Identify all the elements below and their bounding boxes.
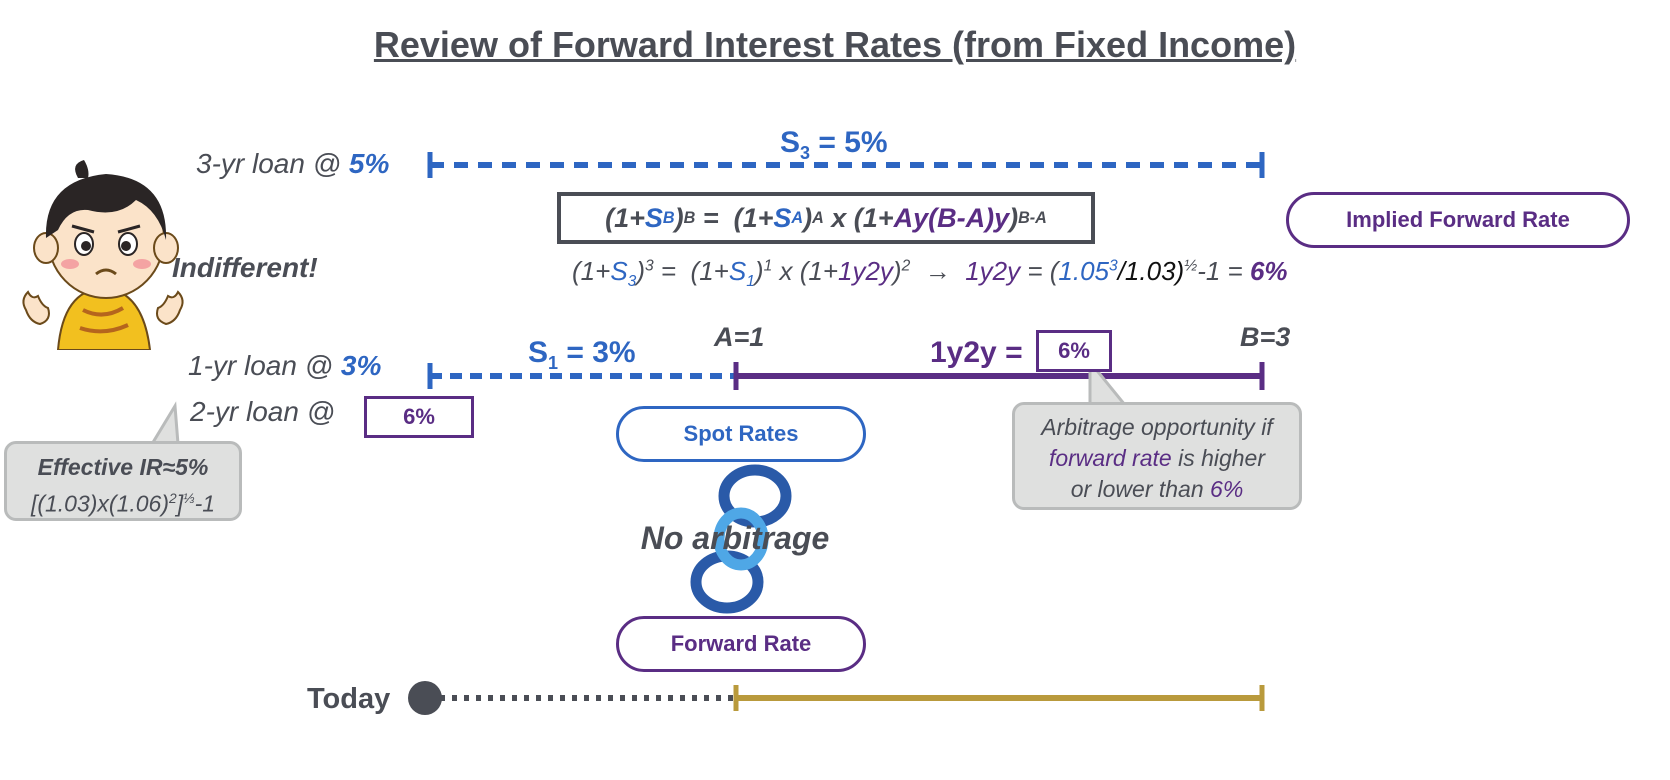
formula-sb-sub: B [662,208,675,227]
page-title: Review of Forward Interest Rates (from F… [373,24,1297,65]
forward-line [733,362,1265,390]
three-year-loan-text: 3-yr loan @ [196,148,349,179]
s1-subscript: 1 [548,353,559,373]
arb-line-1: Arbitrage opportunity if [1041,414,1273,440]
one-year-loan-rate: 3% [340,350,382,381]
spot-rates-pill: Spot Rates [616,406,866,462]
example-part: (1+ [572,256,611,286]
example-sup: 3 [645,257,654,275]
no-arbitrage-label: No arbitrage [640,520,830,556]
formula-sup: B-A [1018,208,1047,227]
formula-part: = (1+ [695,202,774,233]
arb-line-3: or lower than 6% [1015,474,1299,505]
two-year-rate-box: 6% [364,396,474,438]
arb-line-2: forward rate is higher [1015,443,1299,474]
arb-highlight: forward rate [1048,445,1172,471]
formula-part: ) [803,202,813,233]
s3-symbol: S [780,126,801,159]
example-s1: S [728,256,747,286]
example-part: ) [754,256,764,286]
example-part: ) [636,256,646,286]
effective-ir-line: Effective IR≈5% [37,454,209,480]
three-year-loan-label: 3-yr loan @ 5% [196,148,389,180]
formula-sa-sub: A [791,208,804,227]
one-year-loan-label: 1-yr loan @ 3% [188,350,381,382]
forward-rate-label: 1y2y = [930,336,1031,369]
example-part: = (1+ [653,256,729,286]
example-forward: 1y2y [965,256,1021,286]
s1-symbol: S [528,336,549,369]
indifferent-label: Indifferent! [172,252,318,283]
example-forward: 1y2y [838,256,893,286]
s3-subscript: 3 [800,143,811,163]
today-line [408,681,736,715]
example-sup: 2 [901,257,911,275]
arb-value: 6% [1210,476,1244,502]
formula-sa: S [773,202,792,233]
s3-label: S3 = 5% [780,126,888,164]
formula-sup: A [812,208,824,227]
chain-link-icon [690,464,792,614]
label-a: A=1 [714,322,765,352]
effective-part: -1 [194,490,216,517]
arb-text: is higher [1171,445,1266,471]
s1-value: = 3% [558,336,636,369]
example-part: x (1+ [772,256,838,286]
today-label: Today [307,683,391,715]
two-year-loan-text: 2-yr loan @ [190,396,336,427]
effective-part: ] [176,490,184,517]
example-s3-sub: 3 [627,273,637,291]
example-part: -1 = [1197,256,1250,286]
example-s1-sub: 1 [746,273,755,291]
effective-ir-bubble: Effective IR≈5% [(1.03)x(1.06)2]⅓-1 [4,441,242,521]
effective-bubble-tail [149,401,180,446]
arrow-icon: → [910,256,966,286]
label-b: B=3 [1240,322,1291,352]
two-year-loan-rate: 6% [403,404,435,429]
implied-forward-rate-pill: Implied Forward Rate [1286,192,1630,248]
effective-part: [(1.03)x(1.06) [30,490,169,517]
two-year-loan-label: 2-yr loan @ [190,396,335,428]
confused-person-icon [22,160,184,350]
formula-part: ) [1009,202,1019,233]
example-calculation: (1+S3)3 = (1+S1)1 x (1+1y2y)2 → 1y2y = (… [572,256,1288,291]
s1-label: S1 = 3% [528,336,636,374]
three-year-loan-rate: 5% [348,148,390,179]
effective-sup: 2 [169,491,177,506]
formula-part: x (1+ [823,202,894,233]
s3-value: = 5% [810,126,888,159]
example-num: 1.05 [1058,256,1110,286]
forward-rate-box: 6% [1036,330,1112,372]
one-year-loan-text: 1-yr loan @ [188,350,341,381]
arbitrage-bubble: Arbitrage opportunity if forward rate is… [1012,402,1302,510]
forward-rate-value: 6% [1058,338,1090,363]
three-year-line [427,152,1265,178]
formula-part: (1+ [605,202,645,233]
example-den: /1.03) [1117,256,1185,286]
formula-sb: S [644,202,663,233]
example-sup: 1 [763,257,773,275]
example-sup: ½ [1184,257,1198,275]
effective-ir-formula: [(1.03)x(1.06)2]⅓-1 [7,483,239,520]
example-result: 6% [1249,256,1288,286]
forward-rate-formula: (1+ S B) B = (1+ S A) A x (1+ Ay(B-A)y) B-A [557,192,1095,244]
formula-part: ) [674,202,684,233]
example-part: ) [892,256,902,286]
formula-sup: B [683,208,696,227]
arb-text: or lower than [1070,476,1211,502]
one-year-line [427,363,736,389]
forward-rate-pill: Forward Rate [616,616,866,672]
formula-forward: Ay(B-A)y [893,202,1010,233]
example-sup: 3 [1109,257,1118,275]
example-part: = ( [1020,256,1059,286]
example-s3: S [610,256,628,286]
effective-sup: ⅓ [183,491,195,506]
future-period-line [733,685,1265,711]
